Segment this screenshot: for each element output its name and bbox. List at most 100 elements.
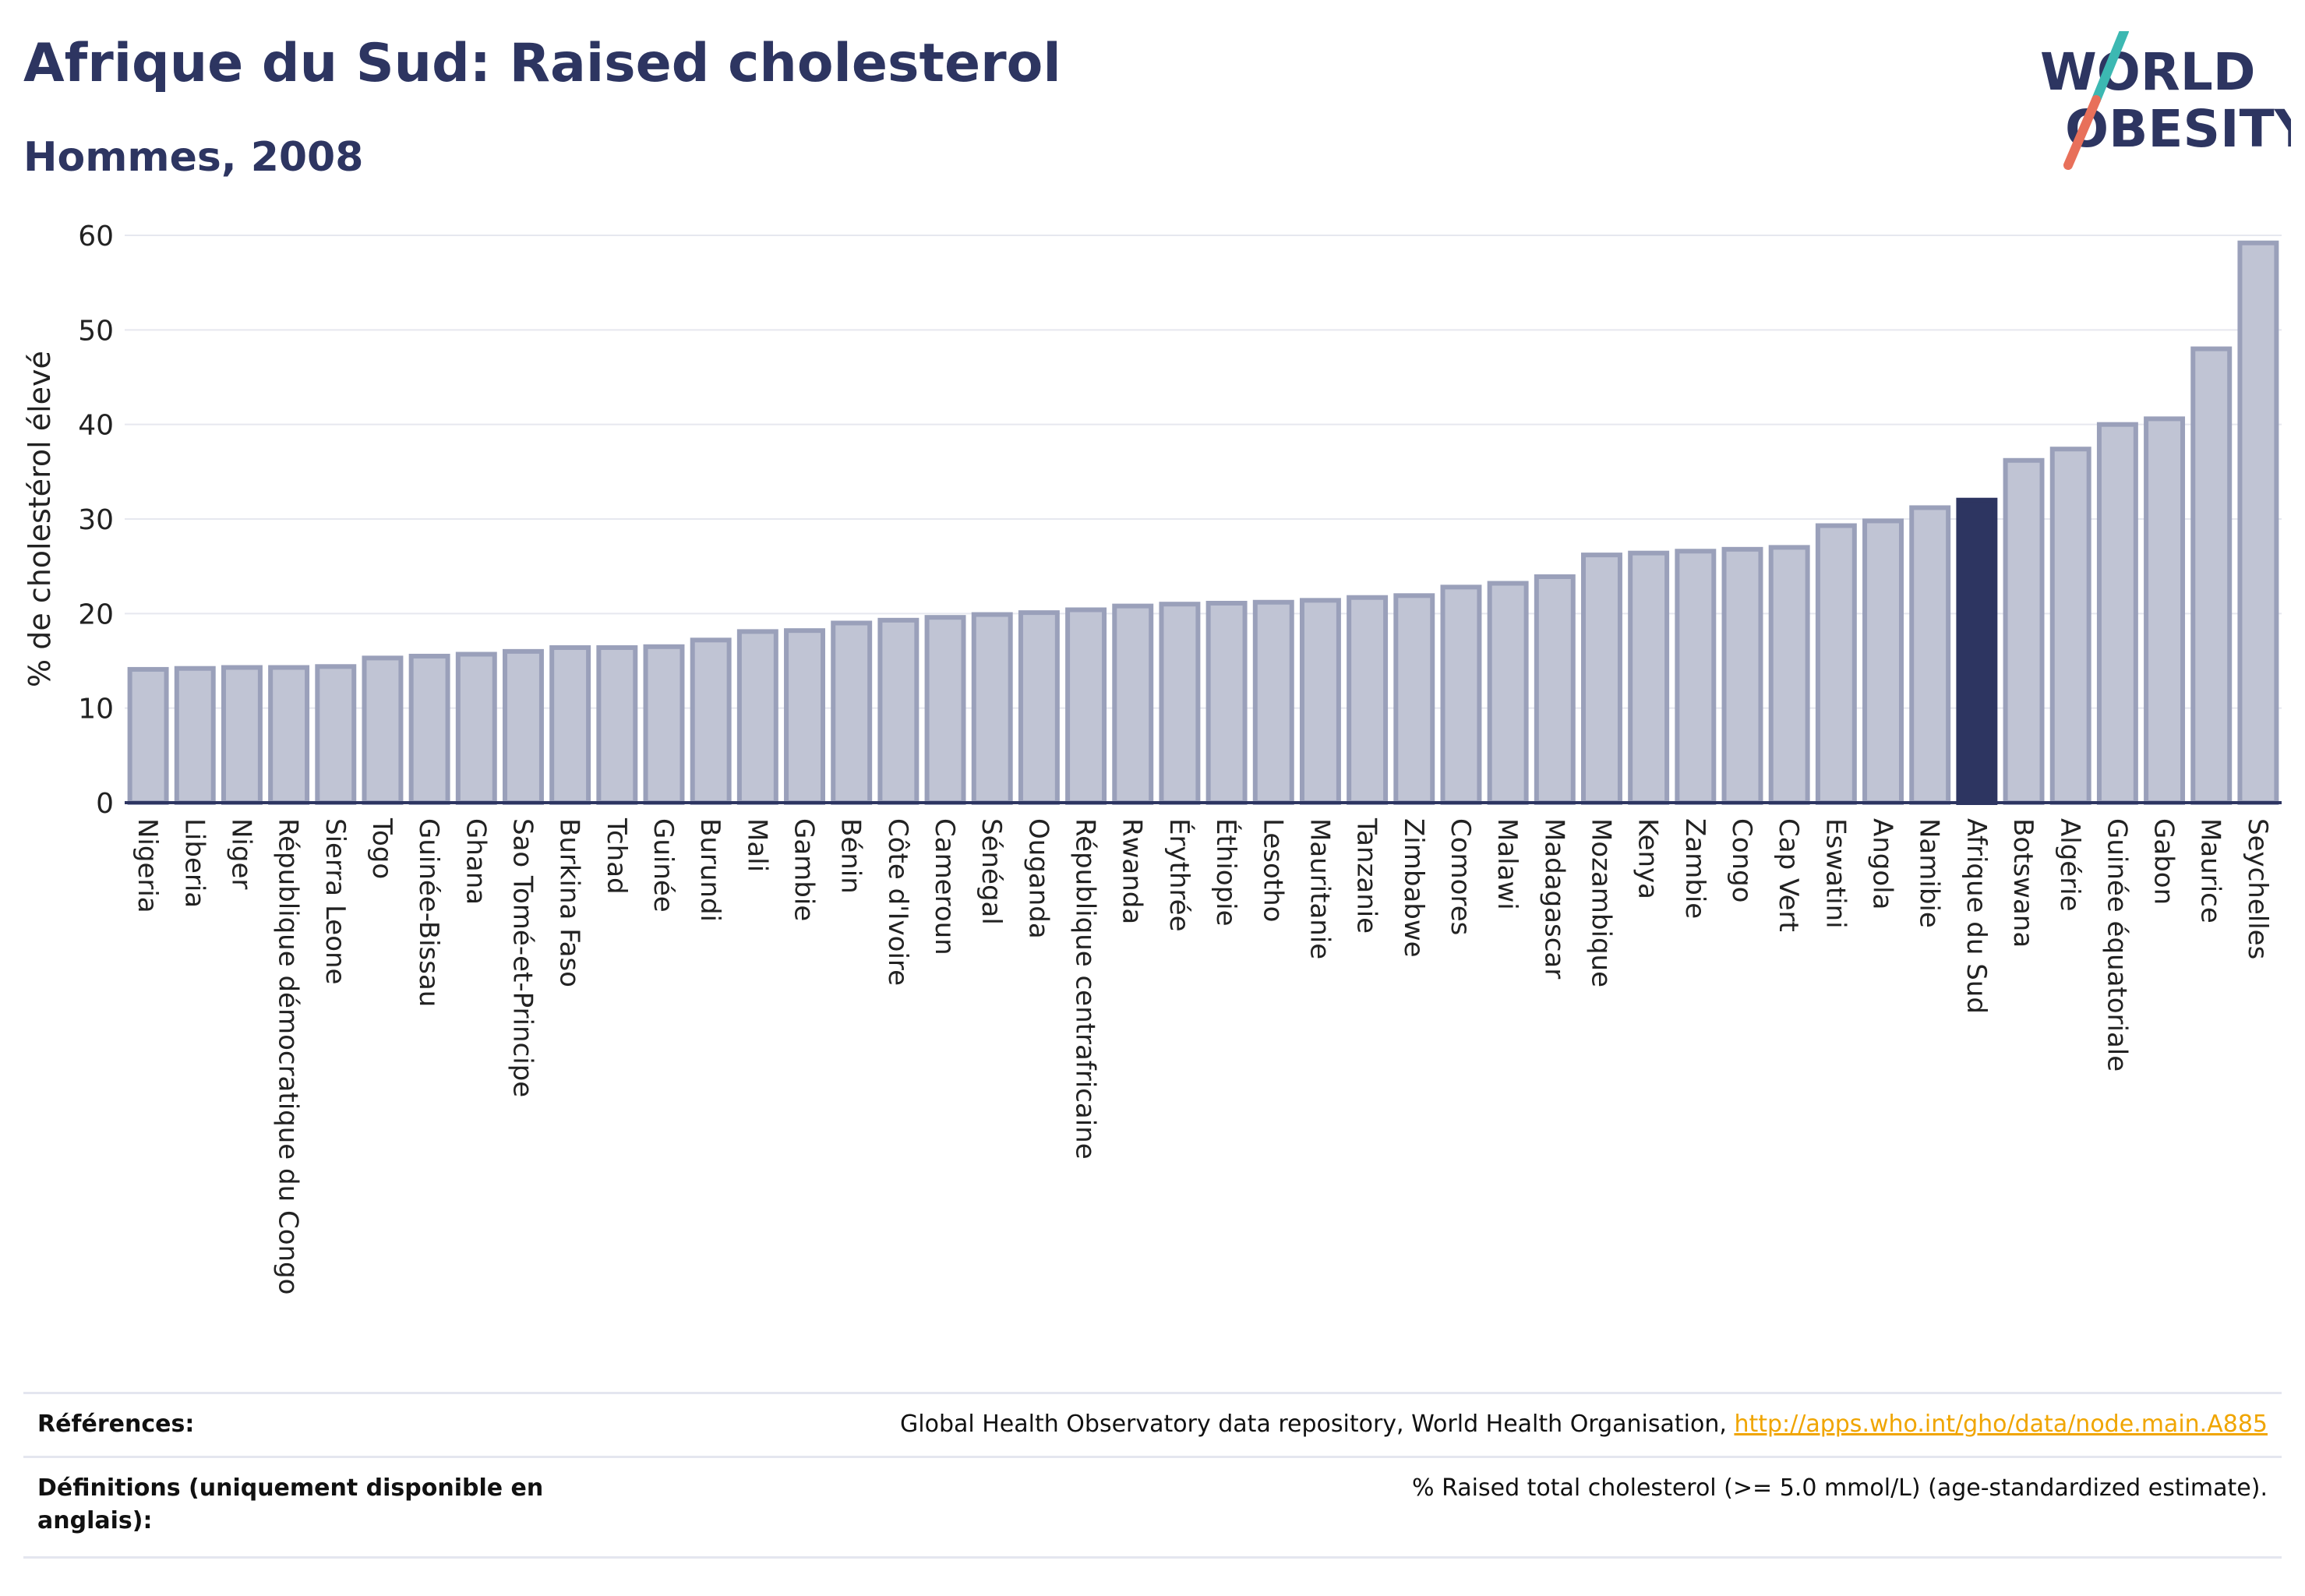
references-text: Global Health Observatory data repositor…: [900, 1411, 1735, 1438]
x-category-label: Cameroun: [929, 818, 960, 955]
bar: [1252, 599, 1294, 805]
x-category-label: Seychelles: [2242, 818, 2273, 959]
references-link[interactable]: http://apps.who.int/gho/data/node.main.A…: [1734, 1411, 2268, 1438]
x-category-label: Sierra Leone: [319, 818, 351, 984]
chart-subtitle: Hommes, 2008: [23, 134, 364, 181]
x-category-label: Liberia: [178, 818, 210, 908]
bar: [1065, 607, 1107, 805]
bar: [1205, 600, 1248, 806]
bar: [268, 665, 310, 806]
x-category-label: Ouganda: [1022, 818, 1054, 939]
bar: [1581, 553, 1622, 806]
x-category-label: Tchad: [601, 817, 632, 895]
bar: [549, 645, 591, 805]
x-category-label: Nigeria: [132, 818, 163, 913]
x-category-label: Bénin: [835, 818, 867, 894]
y-axis-title: % de cholestérol élevé: [23, 351, 57, 687]
x-category-label: Malawi: [1491, 818, 1523, 910]
logo-line1: WORLD: [2040, 42, 2256, 102]
bar: [1159, 602, 1201, 806]
x-category-label: Sao Tomé-et-Principe: [507, 818, 538, 1097]
bar: [1862, 518, 1904, 806]
bar: [1112, 603, 1154, 805]
bar: [1534, 574, 1576, 805]
y-tick-label: 10: [78, 694, 114, 726]
x-category-label: Afrique du Sud: [1961, 818, 1992, 1014]
bar: [971, 612, 1013, 806]
x-category-label: Sénégal: [976, 818, 1007, 925]
bar: [2237, 240, 2279, 805]
x-category-label: Botswana: [2007, 818, 2038, 948]
references-row: Références: Global Health Observatory da…: [23, 1392, 2282, 1458]
x-category-label: Côte d'Ivoire: [882, 818, 913, 986]
x-category-label: Niger: [225, 818, 256, 889]
x-category-label: Gambie: [789, 818, 820, 921]
y-tick-label: 30: [78, 504, 114, 536]
bar: [1768, 545, 1810, 806]
bar: [1815, 523, 1857, 805]
logo-slash-coral: [2063, 95, 2101, 170]
x-category-label: Angola: [1867, 818, 1898, 909]
x-category-labels: Nigeria Liberia Niger République démocratiq…: [132, 817, 2273, 1294]
chart-title: Afrique du Sud: Raised cholesterol: [23, 33, 1061, 94]
bar: [2049, 447, 2091, 805]
bar: [877, 617, 920, 805]
bar: [1675, 549, 1717, 806]
bar: [1440, 584, 1482, 805]
bar: [643, 644, 685, 805]
x-category-label: Zambie: [1679, 818, 1710, 919]
bar: [127, 666, 169, 805]
bar: [2144, 416, 2186, 805]
x-category-label: Cap Vert: [1773, 818, 1804, 932]
references-value: Global Health Observatory data repositor…: [900, 1408, 2268, 1441]
logo-line2: OBESITY: [2065, 99, 2291, 159]
x-category-label: Togo: [366, 817, 397, 879]
x-category-label: Érythrée: [1163, 818, 1195, 932]
x-category-label: Burkina Faso: [554, 818, 585, 987]
bar: [2190, 346, 2233, 806]
bar: [784, 628, 825, 805]
bar: [1299, 598, 1341, 805]
world-obesity-logo: WORLD OBESITY: [2040, 31, 2291, 170]
bar: [924, 615, 966, 805]
bar: [1393, 593, 1435, 806]
x-category-label: République démocratique du Congo: [273, 818, 304, 1294]
definitions-label: Définitions (uniquement disponible en an…: [37, 1474, 544, 1534]
definitions-row: Définitions (uniquement disponible en an…: [23, 1456, 2282, 1559]
x-category-label: Madagascar: [1538, 818, 1569, 979]
x-category-label: Lesotho: [1257, 818, 1288, 922]
x-category-label: Algérie: [2054, 818, 2085, 912]
x-category-label: Guinée équatoriale: [2101, 818, 2132, 1072]
bar: [1628, 550, 1670, 805]
x-category-label: Mauritanie: [1304, 818, 1335, 959]
bar: [1347, 595, 1389, 805]
bar: [1721, 546, 1763, 805]
y-tick-label: 50: [78, 315, 114, 347]
x-category-label: Maurice: [2195, 818, 2226, 923]
bar: [174, 666, 216, 805]
bar-chart: 0 10 20 30 40 50 60 Nigeria Liberia Niger Républi…: [23, 221, 2282, 1294]
bar: [1909, 505, 1951, 805]
references-label: Références:: [37, 1411, 195, 1438]
x-category-label: Tanzanie: [1351, 817, 1382, 934]
bar: [455, 651, 497, 805]
x-category-label: Mali: [741, 818, 772, 872]
bar: [2096, 422, 2138, 806]
footer: Références: Global Health Observatory da…: [23, 1392, 2282, 1559]
x-category-label: Namibie: [1914, 818, 1945, 928]
x-category-label: République centrafricaine: [1070, 818, 1101, 1160]
x-category-label: Kenya: [1633, 818, 1664, 899]
bars: [127, 240, 2279, 806]
bar: [1018, 610, 1060, 805]
x-category-label: Gabon: [2148, 818, 2180, 905]
bar: [596, 645, 638, 805]
x-category-label: Rwanda: [1117, 818, 1148, 924]
x-category-label: Éthiopie: [1210, 818, 1242, 927]
x-category-label: Eswatini: [1820, 818, 1851, 929]
x-category-label: Ghana: [460, 818, 491, 905]
bar: [831, 620, 873, 806]
logo-slash-teal: [2091, 31, 2129, 104]
bar: [736, 629, 778, 805]
x-category-label: Guinée-Bissau: [413, 818, 444, 1007]
y-tick-label: 20: [78, 598, 114, 630]
